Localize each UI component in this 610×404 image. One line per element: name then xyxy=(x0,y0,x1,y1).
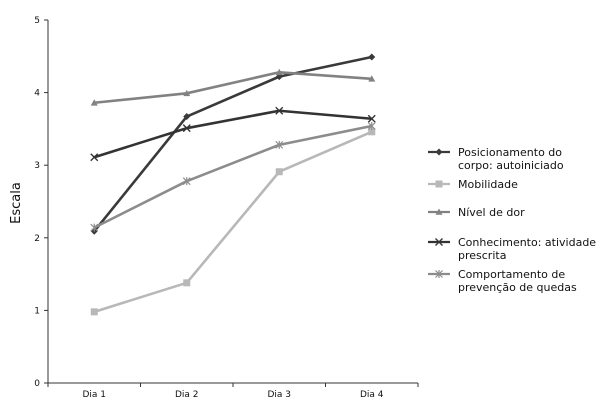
series-line-4 xyxy=(93,109,372,159)
data-point-s5 xyxy=(90,223,99,232)
data-point-s2 xyxy=(275,168,283,176)
data-point-s5 xyxy=(182,177,191,186)
y-tick-label: 2 xyxy=(34,234,40,244)
legend-label: corpo: autoiniciado xyxy=(458,159,564,172)
y-tick-label: 3 xyxy=(34,161,40,171)
y-tick-label: 4 xyxy=(34,89,40,99)
data-point-s5 xyxy=(275,140,284,149)
series-line-3 xyxy=(94,70,372,105)
data-point-s4 xyxy=(182,124,191,133)
legend-label: Conhecimento: atividade xyxy=(458,236,596,249)
data-point-s3 xyxy=(183,89,191,97)
x-tick-label: Dia 1 xyxy=(82,390,106,400)
x-tick-label: Dia 3 xyxy=(267,390,291,400)
data-point-s3 xyxy=(275,68,283,76)
y-axis-label: Escala xyxy=(9,182,24,224)
legend-swatch-marker xyxy=(435,208,443,215)
x-tick-label: Dia 2 xyxy=(175,390,199,400)
data-point-s2 xyxy=(90,308,98,316)
data-point-s2 xyxy=(368,128,376,136)
legend-label: prevenção de quedas xyxy=(458,281,577,294)
legend-swatch-marker xyxy=(435,148,443,156)
legend-label: Mobilidade xyxy=(458,178,518,191)
data-point-s1 xyxy=(368,53,376,61)
data-point-s4 xyxy=(90,153,99,162)
legend-swatch-marker xyxy=(435,270,443,278)
series-line-5 xyxy=(93,124,373,229)
x-tick-label: Dia 4 xyxy=(360,390,384,400)
data-point-s3 xyxy=(90,99,98,106)
legend-label: Posicionamento do xyxy=(458,146,562,159)
series-line-1 xyxy=(93,55,373,233)
series-line-2 xyxy=(93,130,373,314)
data-point-s3 xyxy=(368,75,376,82)
y-tick-label: 1 xyxy=(34,306,40,316)
data-point-s5 xyxy=(367,121,376,130)
legend-swatch-marker xyxy=(435,180,443,188)
data-point-s1 xyxy=(183,113,191,121)
legend-label: prescrita xyxy=(458,249,506,262)
data-point-s4 xyxy=(367,114,376,123)
legend-label: Nível de dor xyxy=(458,206,525,219)
data-point-s4 xyxy=(275,106,284,115)
y-tick-label: 0 xyxy=(34,379,40,389)
y-tick-label: 5 xyxy=(34,16,40,26)
legend-swatch-marker xyxy=(435,238,443,246)
data-point-s2 xyxy=(183,279,191,287)
legend-label: Comportamento de xyxy=(458,268,565,281)
